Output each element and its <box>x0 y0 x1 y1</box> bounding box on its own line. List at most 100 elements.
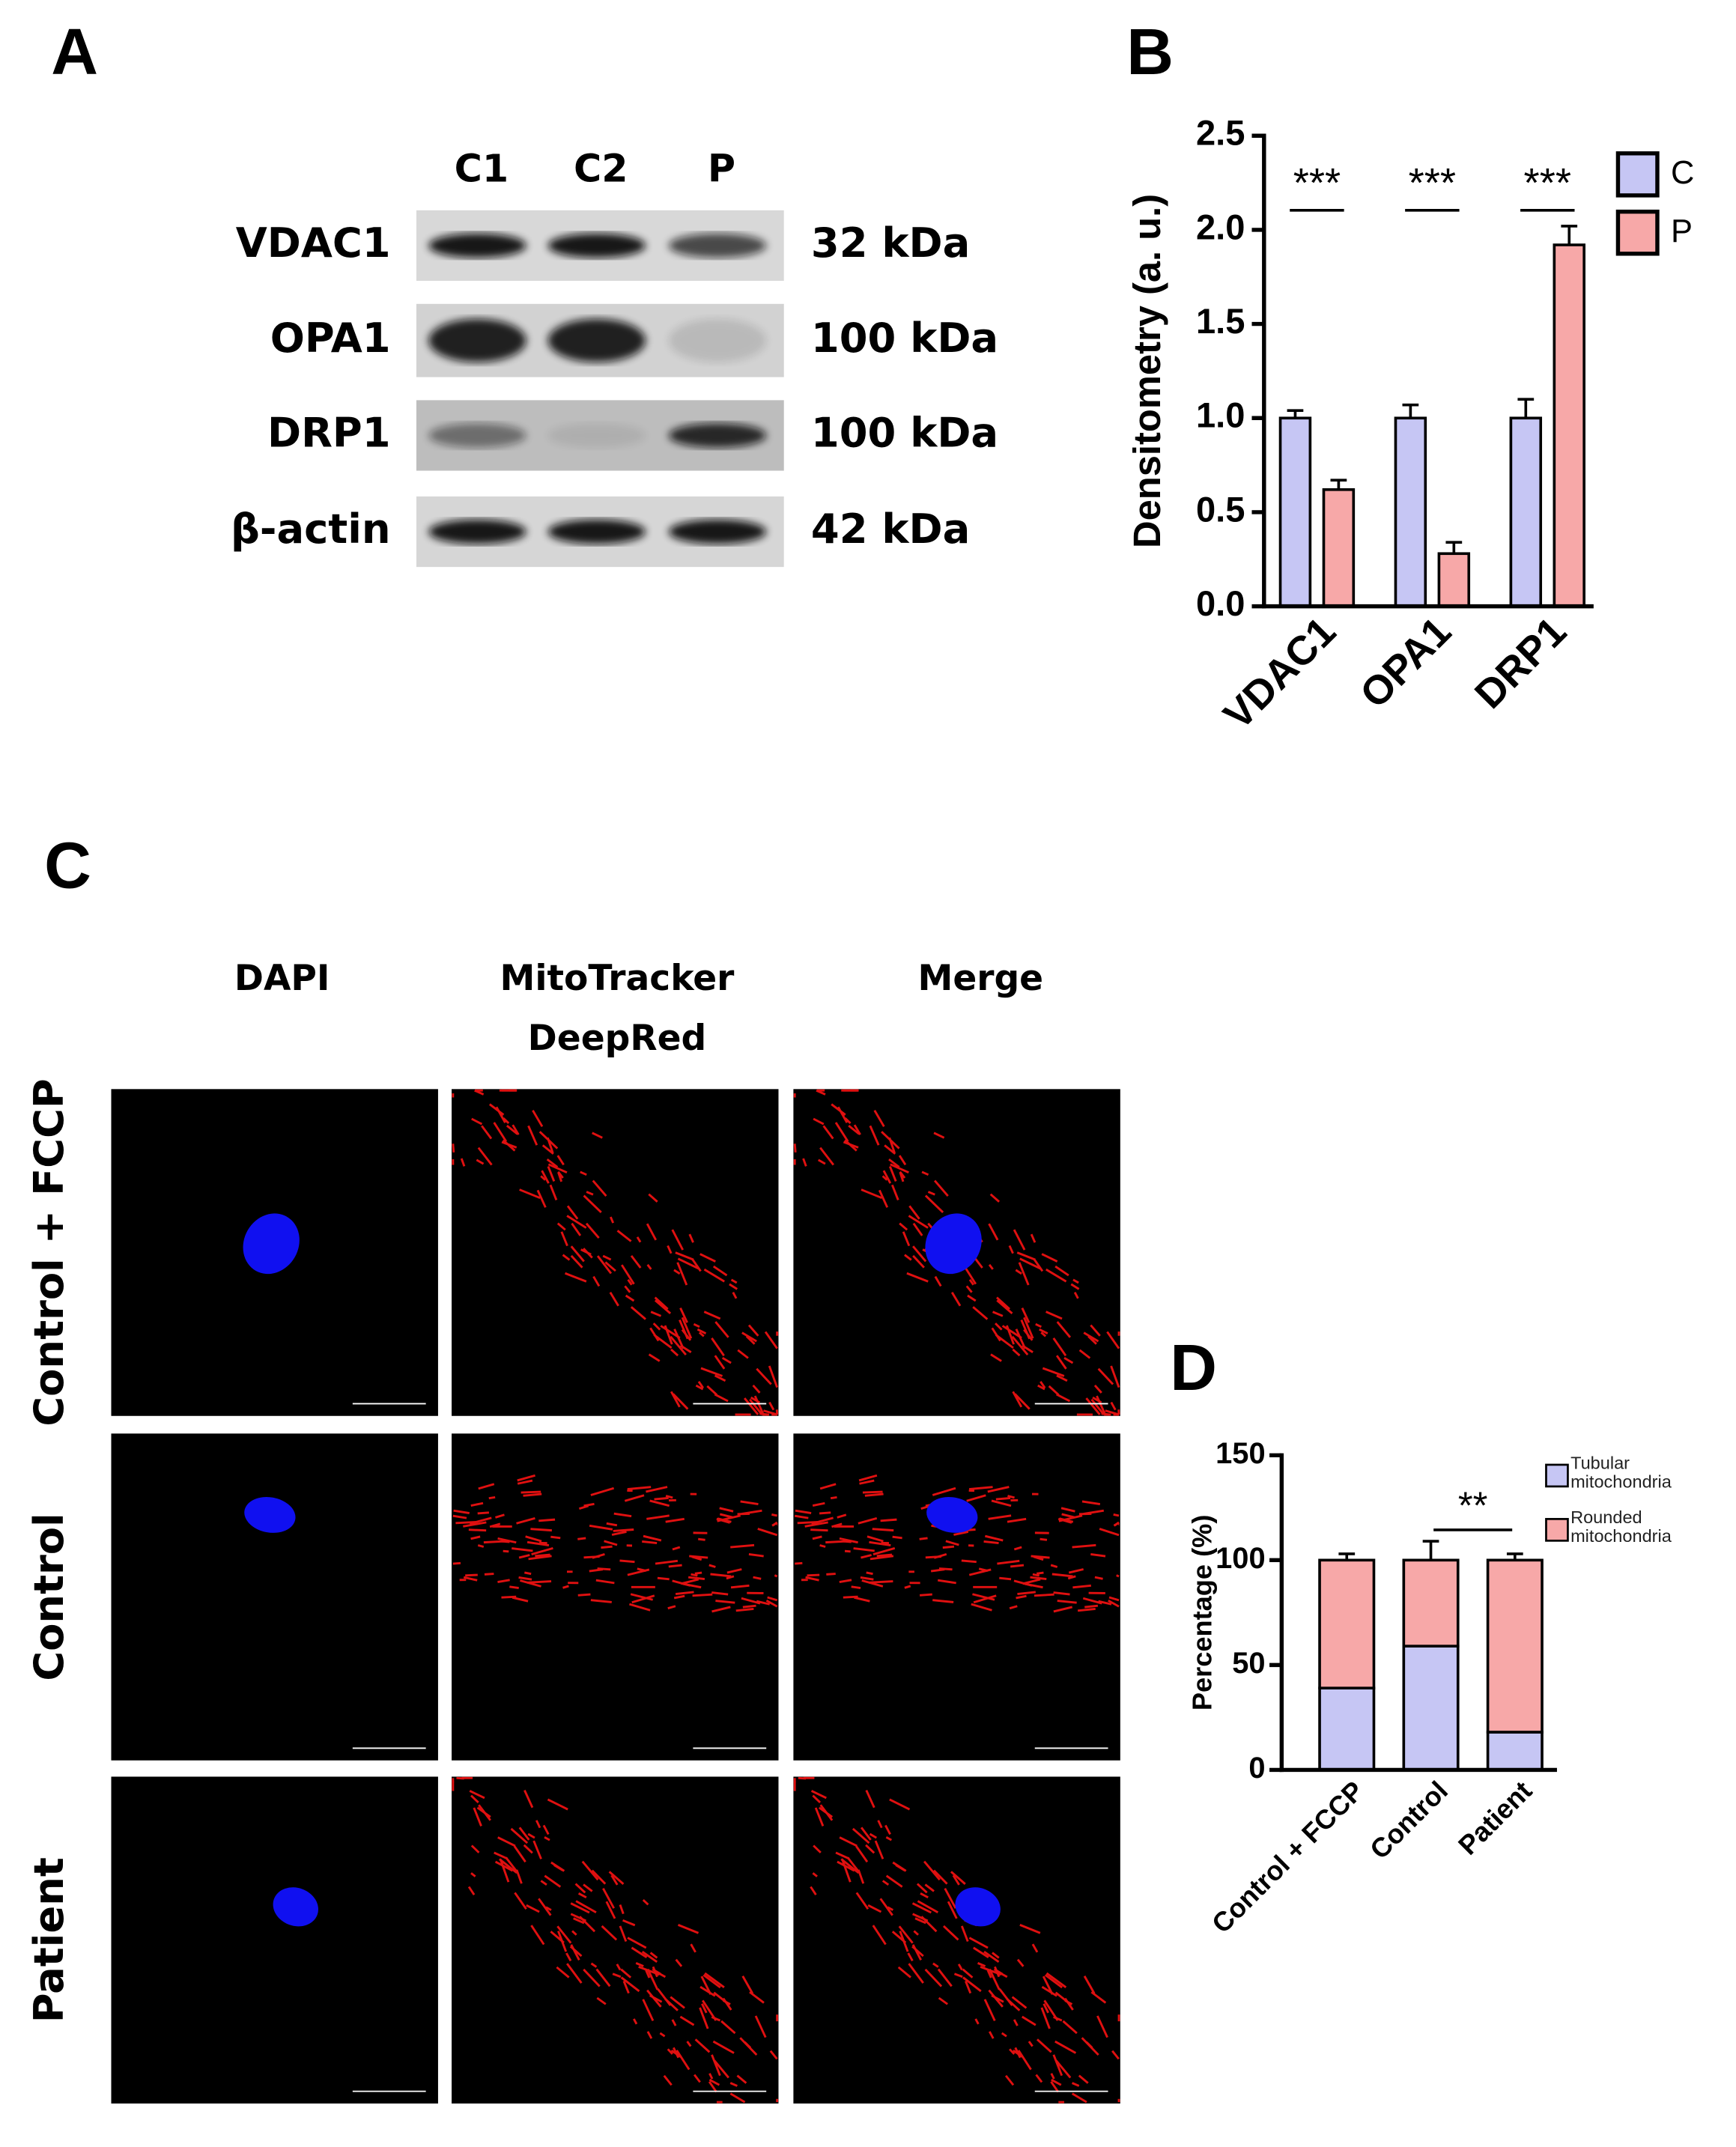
mitochondria <box>547 1166 556 1182</box>
mitochondria <box>892 1861 907 1872</box>
mitochondria <box>713 2059 729 2079</box>
mitochondria <box>730 1278 738 1284</box>
mitochondria <box>530 1528 552 1532</box>
size-label: 42 kDa <box>811 505 970 553</box>
mitochondria <box>452 1561 461 1565</box>
mitochondria <box>957 1964 963 1971</box>
legend-swatch <box>1615 209 1660 256</box>
mitochondria <box>769 2050 778 2060</box>
mitochondria <box>831 1522 843 1528</box>
blot-band <box>428 423 526 448</box>
mitochondria <box>1040 1331 1047 1337</box>
panel-label: A <box>51 16 98 88</box>
mitochondria <box>884 1824 891 1835</box>
mitochondria <box>556 1155 565 1166</box>
mitochondria <box>819 1483 837 1490</box>
mitochondria <box>681 1328 692 1341</box>
mitochondria <box>646 1263 652 1270</box>
column-header: MitoTracker DeepRed <box>500 959 735 1060</box>
legend-label: P <box>1671 213 1693 249</box>
error-bar <box>1338 1552 1356 1561</box>
mitochondria <box>907 1952 914 1962</box>
mitochondria <box>602 1254 612 1261</box>
bar <box>1394 416 1427 608</box>
mitochondria <box>649 1499 670 1507</box>
mitochondria <box>876 1553 893 1558</box>
legend-label-box: Tubular mitochondria <box>1570 1454 1672 1491</box>
mitochondria <box>488 1495 496 1500</box>
mitochondria <box>852 1827 870 1844</box>
mitochondria <box>620 1968 632 1979</box>
mitochondria <box>983 1540 999 1544</box>
mitochondria <box>897 1966 911 1979</box>
mitochondria <box>688 1576 705 1581</box>
mitochondria <box>814 1807 825 1826</box>
mitochondria <box>1093 1384 1102 1394</box>
mitochondria <box>812 1872 818 1877</box>
mitochondria <box>869 1540 891 1547</box>
mitochondria <box>999 1576 1012 1581</box>
mitochondria <box>983 1999 996 2022</box>
mitochondria <box>494 1851 508 1860</box>
mitochondria <box>649 1952 658 1959</box>
protein-label: VDAC1 <box>236 219 391 267</box>
mitochondria <box>465 1573 478 1577</box>
mitochondria <box>1105 1409 1120 1416</box>
mitochondria <box>456 1776 464 1780</box>
mitochondria <box>520 1579 541 1588</box>
mitochondria <box>869 1125 880 1146</box>
mitochondria <box>953 1973 963 1979</box>
mitochondria <box>812 1501 825 1507</box>
mitochondria <box>1040 1381 1046 1389</box>
mitochondria <box>652 1966 658 1978</box>
mitochondria <box>476 1806 491 1818</box>
mitochondria <box>535 1820 541 1829</box>
mitochondria <box>830 1495 837 1500</box>
blot-band <box>668 233 767 258</box>
blot-band <box>428 318 526 362</box>
mitochondria <box>771 1521 778 1527</box>
mitochondria <box>933 1132 945 1139</box>
micrograph <box>452 1089 779 1416</box>
bar <box>1322 488 1356 608</box>
mitochondria <box>1051 1573 1073 1578</box>
y-tick-label: 1.0 <box>1196 395 1245 435</box>
mitochondria <box>1072 1543 1096 1549</box>
mitochondria <box>586 1191 594 1196</box>
blot-band <box>547 233 646 258</box>
mitochondria <box>710 1573 732 1578</box>
mitochondria <box>645 1970 651 1979</box>
mitochondria <box>877 1820 883 1829</box>
blot-band <box>547 318 646 362</box>
mitochondria <box>860 1576 874 1581</box>
mitochondria <box>1017 1591 1036 1595</box>
mitochondria <box>831 1103 846 1116</box>
mitochondria <box>714 1393 729 1403</box>
mitochondria <box>470 1872 476 1877</box>
mitochondria <box>826 1573 836 1576</box>
lane-label: P <box>708 146 735 190</box>
bar <box>1437 552 1471 608</box>
y-axis-label: Densitometry (a. u.) <box>1126 194 1168 548</box>
mitochondria <box>962 1968 974 1979</box>
mitochondria <box>1090 1398 1105 1415</box>
mitochondria <box>1061 1513 1075 1519</box>
mitochondria <box>585 1222 600 1239</box>
mitochondria <box>1070 1283 1080 1290</box>
mitochondria <box>470 1794 479 1803</box>
mitochondria <box>536 1189 547 1208</box>
mitochondria <box>538 1898 552 1916</box>
mitochondria <box>696 1328 707 1334</box>
mitochondria <box>757 1528 778 1537</box>
mitochondria <box>664 1325 673 1345</box>
mitochondria <box>1040 2007 1051 2029</box>
mitochondria <box>673 1594 685 1600</box>
annotation: ** <box>1458 1484 1487 1526</box>
mitochondria <box>483 1540 508 1544</box>
mitochondria <box>650 1311 662 1317</box>
mitochondria <box>691 1555 702 1561</box>
mitochondria <box>590 1599 612 1603</box>
micrograph <box>452 1776 779 2104</box>
mitochondria <box>681 1317 693 1339</box>
